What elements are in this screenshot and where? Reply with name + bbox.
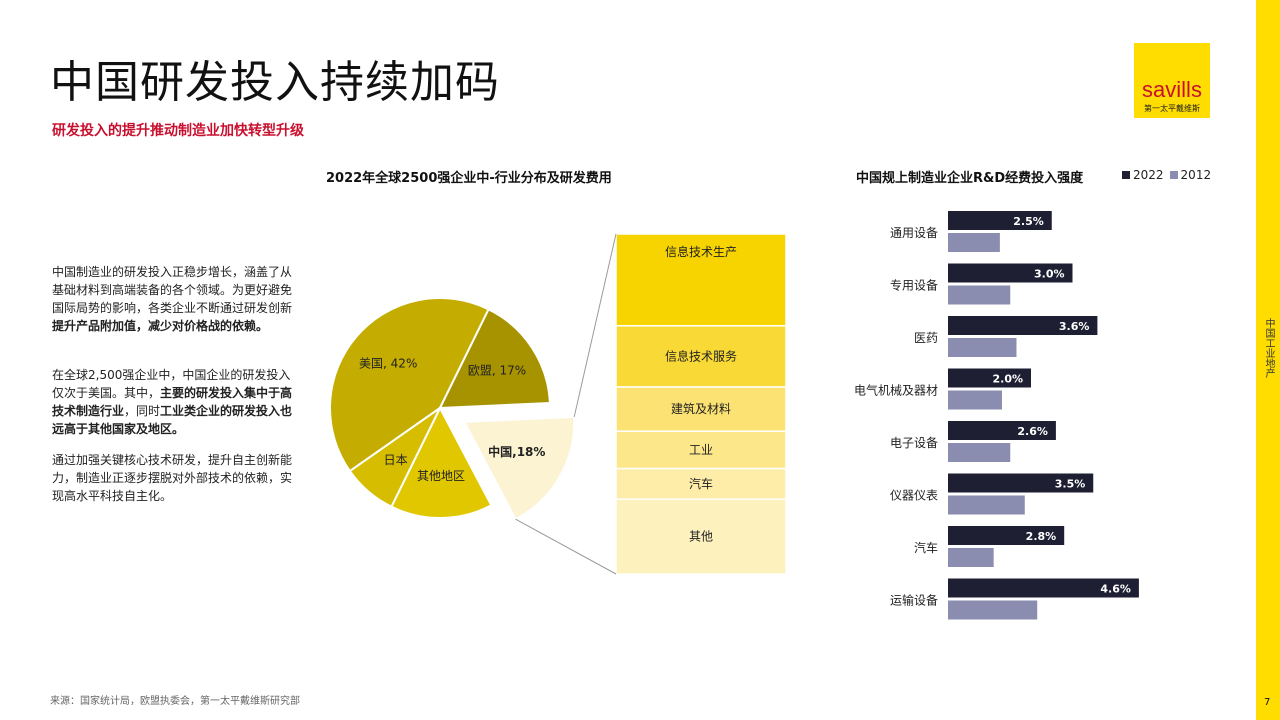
breakdown-label: 汽车 bbox=[689, 476, 713, 491]
text-run: 中国制造业的研发投入正稳步增长，涵盖了从基础材料到高端装备的各个领域。为更好避免… bbox=[52, 265, 293, 315]
text-run: 在全球2,500强企业中，中国企业的研发投入仅次于美国。其中， bbox=[52, 368, 291, 400]
bar-value-label: 2.6% bbox=[1017, 425, 1048, 438]
text-run: 工业类企业的研发投入也远高于其他国家及地区。 bbox=[52, 404, 293, 436]
text-run: 提升产品附加值，减少对价格战的依赖。 bbox=[52, 319, 269, 333]
sidebar-section-label: 中国工业地产 bbox=[1263, 318, 1274, 378]
bar-2012 bbox=[948, 285, 1011, 305]
text-run: 通过加强关键核心技术研发，提升自主创新能力，制造业正逐步摆脱对外部技术的依赖，实… bbox=[52, 453, 293, 503]
page-title: 中国研发投入持续加码 bbox=[50, 57, 500, 108]
pie-slice bbox=[348, 407, 441, 509]
pie-slice-label: 其他地区 bbox=[417, 469, 465, 483]
bar-chart: 2.5% 通用设备 3.0% 专用设备 3.6% 医药 2.0% 电气机械及器材 2.6% 电子设… bbox=[854, 211, 1139, 620]
bar-chart-legend: 2022 2012 bbox=[1122, 168, 1217, 182]
legend-label-2012: 2012 bbox=[1180, 168, 1212, 182]
connector-line bbox=[573, 233, 617, 418]
text-run: ，同时 bbox=[124, 404, 161, 418]
pie-slice-label: 美国, 42% bbox=[359, 357, 417, 371]
bar-value-label: 2.8% bbox=[1026, 530, 1057, 543]
bar-2012 bbox=[948, 390, 1002, 410]
category-label: 运输设备 bbox=[890, 593, 938, 608]
bar-2022 bbox=[948, 211, 1052, 230]
category-label: 电气机械及器材 bbox=[854, 383, 938, 398]
bar-2012 bbox=[948, 600, 1038, 620]
body-paragraph-2: 在全球2,500强企业中，中国企业的研发投入仅次于美国。其中，主要的研发投入集中… bbox=[52, 366, 302, 438]
pie-chart-title: 2022年全球2500强企业中-行业分布及研发费用 bbox=[326, 171, 612, 186]
category-label: 汽车 bbox=[914, 540, 938, 555]
bar-2022 bbox=[948, 473, 1094, 493]
page-subtitle: 研发投入的提升推动制造业加快转型升级 bbox=[52, 123, 304, 139]
bar-2022 bbox=[948, 316, 1098, 335]
bar-2012 bbox=[948, 495, 1025, 515]
legend-swatch-2022 bbox=[1122, 171, 1130, 179]
logo-wordmark: savills bbox=[1142, 77, 1202, 102]
logo-chinese-name: 第一太平戴维斯 bbox=[1144, 104, 1200, 113]
breakdown-segment bbox=[615, 467, 787, 500]
connector-line bbox=[515, 518, 617, 575]
bar-value-label: 3.6% bbox=[1059, 320, 1090, 333]
bar-value-label: 3.0% bbox=[1034, 268, 1065, 281]
category-label: 仪器仪表 bbox=[890, 489, 938, 503]
pie-slice-label: 欧盟, 17% bbox=[468, 364, 526, 378]
pie-slice bbox=[329, 297, 490, 473]
pie-slice bbox=[390, 405, 493, 519]
legend-label-2022: 2022 bbox=[1133, 168, 1164, 182]
source-note: 来源：国家统计局，欧盟执委会，第一太平戴维斯研究部 bbox=[50, 696, 300, 707]
breakdown-label: 工业 bbox=[689, 443, 713, 457]
body-paragraph-3: 通过加强关键核心技术研发，提升自主创新能力，制造业正逐步摆脱对外部技术的依赖，实… bbox=[52, 451, 302, 505]
bar-2022 bbox=[948, 421, 1056, 440]
breakdown-label: 其他 bbox=[689, 530, 713, 544]
breakdown-label: 信息技术服务 bbox=[665, 348, 737, 363]
legend-swatch-2012 bbox=[1169, 171, 1178, 179]
bar-value-label: 4.6% bbox=[1100, 583, 1131, 596]
legend-item-2012: 2012 bbox=[1169, 168, 1212, 182]
breakdown-segment bbox=[615, 498, 787, 575]
category-label: 通用设备 bbox=[890, 226, 938, 240]
category-label: 医药 bbox=[914, 331, 938, 345]
category-label: 电子设备 bbox=[890, 436, 938, 450]
bar-2012 bbox=[948, 338, 1017, 357]
bar-value-label: 2.0% bbox=[992, 373, 1023, 386]
body-paragraph-1: 中国制造业的研发投入正稳步增长，涵盖了从基础材料到高端装备的各个领域。为更好避免… bbox=[52, 263, 302, 335]
bar-2012 bbox=[948, 548, 994, 567]
bar-2012 bbox=[948, 233, 1000, 252]
bar-chart-title: 中国规上制造业企业R&D经费投入强度 bbox=[856, 171, 1084, 186]
pie-slice bbox=[438, 307, 551, 410]
pie-slice-label: 日本 bbox=[384, 453, 408, 467]
bar-2022 bbox=[948, 263, 1073, 283]
category-label: 专用设备 bbox=[890, 278, 938, 293]
breakdown-segment bbox=[615, 325, 787, 388]
page-number: 7 bbox=[1264, 697, 1271, 708]
section-sidebar: 中国工业地产 bbox=[1256, 0, 1280, 720]
breakdown-segment bbox=[615, 233, 787, 327]
breakdown-label: 信息技术生产 bbox=[665, 244, 737, 259]
bar-2022 bbox=[948, 368, 1031, 388]
pie-slice-label: 中国,18% bbox=[488, 444, 545, 459]
bar-value-label: 3.5% bbox=[1055, 478, 1086, 491]
bar-2022 bbox=[948, 578, 1139, 598]
breakdown-label: 建筑及材料 bbox=[671, 401, 731, 416]
pie-slice bbox=[462, 415, 576, 521]
bar-2022 bbox=[948, 526, 1065, 545]
text-run: 主要的研发投入集中于高技术制造行业 bbox=[52, 386, 293, 418]
bar-value-label: 2.5% bbox=[1013, 215, 1044, 228]
bar-2012 bbox=[948, 443, 1011, 462]
savills-logo: savills 第一太平戴维斯 bbox=[1134, 43, 1210, 118]
legend-item-2022: 2022 bbox=[1122, 168, 1164, 182]
